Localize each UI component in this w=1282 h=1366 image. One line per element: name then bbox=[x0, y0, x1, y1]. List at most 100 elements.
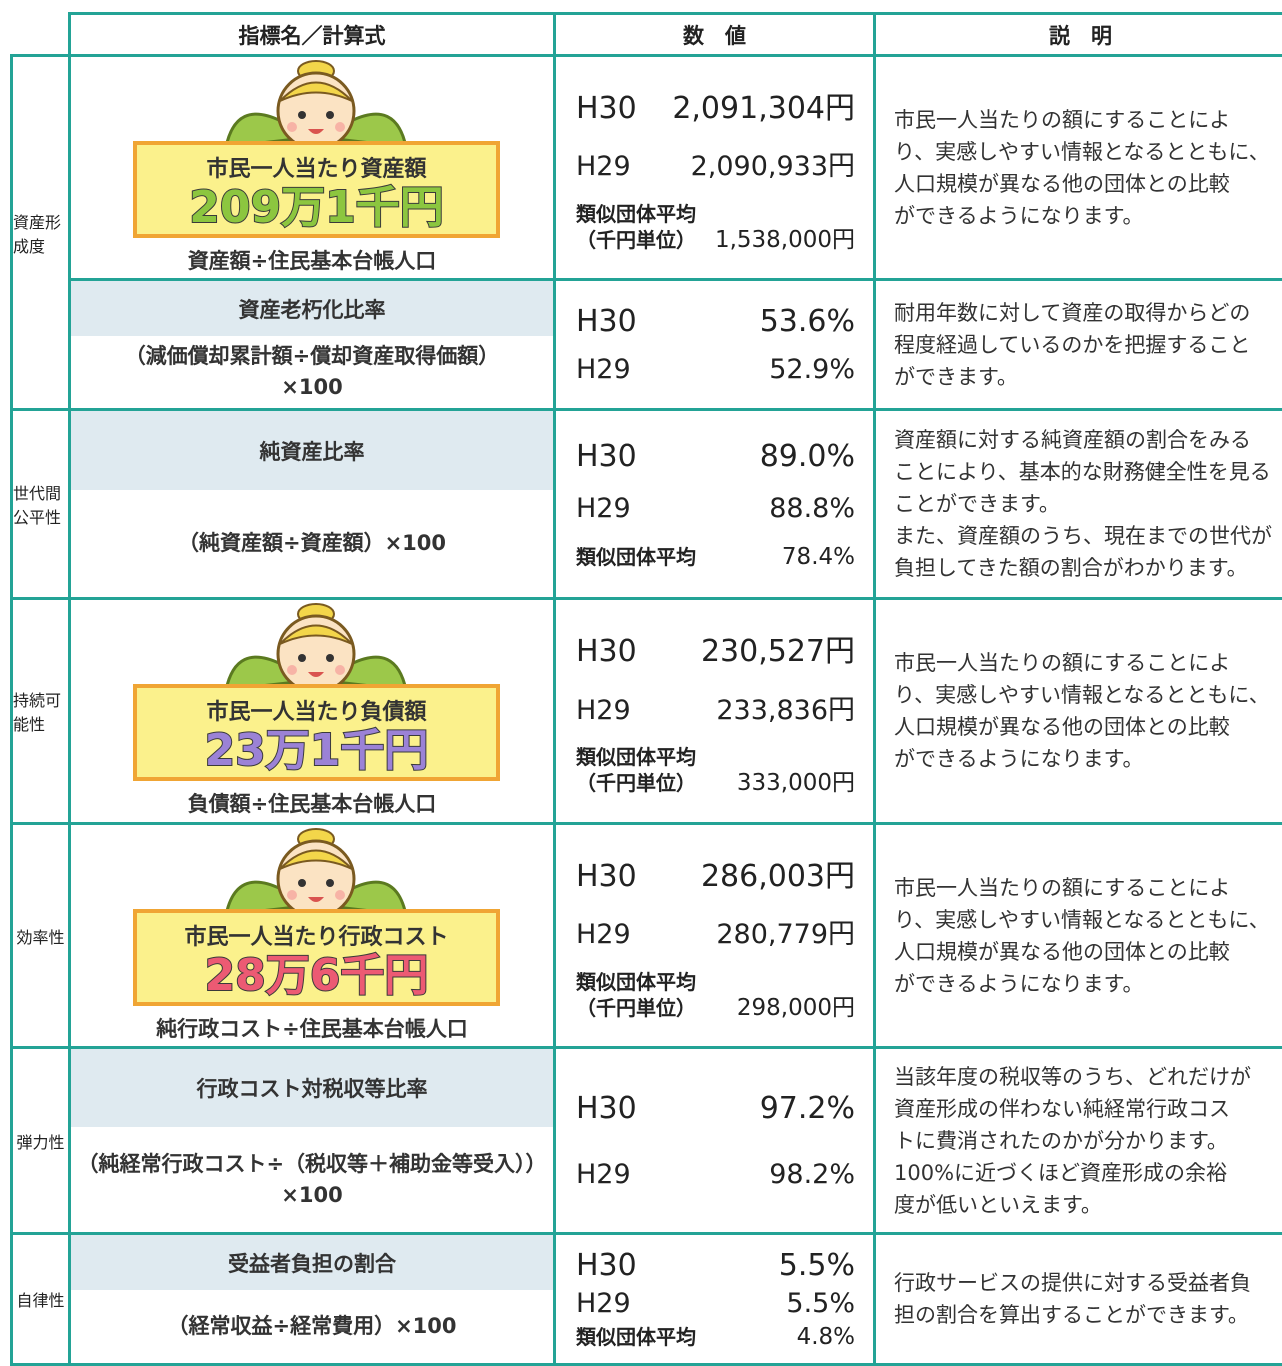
value-row: H30 53.6% bbox=[576, 304, 855, 339]
header-label: 数 値 bbox=[683, 23, 746, 48]
category-label: 自律性 bbox=[16, 1291, 65, 1310]
value: 233,836円 bbox=[716, 694, 855, 726]
value: 52.9% bbox=[769, 354, 855, 385]
description-cell: 行政サービスの提供に対する受益者負 担の割合を算出することができます。 bbox=[873, 1232, 1282, 1366]
value-row: H30 5.5% bbox=[576, 1248, 855, 1283]
card-value: 209万1千円 bbox=[188, 182, 444, 234]
value: 2,090,933円 bbox=[690, 151, 855, 182]
description-line: 100%に近づくほど資産形成の余裕 bbox=[894, 1160, 1228, 1185]
similar-row: （千円単位） 298,000円 bbox=[576, 995, 855, 1021]
year-label: H29 bbox=[576, 919, 631, 950]
similar-label: 類似団体平均 bbox=[576, 544, 696, 569]
category-label: 弾力性 bbox=[16, 1132, 65, 1152]
description-line: 市民一人当たりの額にすることによ bbox=[894, 875, 1231, 900]
similar-label: 類似団体平均 bbox=[576, 745, 696, 770]
value: 98.2% bbox=[769, 1159, 855, 1191]
description-line: ことにより、基本的な財務健全性を見る bbox=[894, 460, 1271, 484]
similar-value: 298,000円 bbox=[736, 994, 855, 1021]
category-label: 持続可能性 bbox=[13, 691, 62, 734]
value: 53.6% bbox=[759, 304, 855, 339]
description-line: 資産形成の伴わない純経常行政コス bbox=[894, 1096, 1230, 1121]
mascot bbox=[224, 828, 408, 917]
description-line: 人口規模が異なる他の団体との比較 bbox=[894, 939, 1230, 964]
category-cell: 自律性 bbox=[10, 1232, 71, 1366]
indicator-cell: 市民一人当たり行政コスト 28万6千円純行政コスト÷住民基本台帳人口 bbox=[68, 822, 556, 1049]
formula-line: （経常収益÷経常費用）×100 bbox=[167, 1314, 457, 1338]
description-line: 人口規模が異なる他の団体との比較 bbox=[894, 715, 1230, 739]
formula: 負債額÷住民基本台帳人口 bbox=[71, 788, 553, 818]
similar-value: 333,000円 bbox=[736, 770, 855, 797]
header-cell: 数 値 bbox=[553, 12, 876, 57]
formula: （純資産額÷資産額）×100 bbox=[71, 490, 553, 597]
indicator-cell: 行政コスト対税収等比率 （純経常行政コスト÷（税収等＋補助金等受入）） ×100 bbox=[68, 1046, 556, 1235]
formula: （純経常行政コスト÷（税収等＋補助金等受入）） ×100 bbox=[71, 1127, 553, 1232]
value-row: H29 98.2% bbox=[576, 1159, 855, 1190]
similar-average: 類似団体平均 4.8% bbox=[576, 1324, 855, 1350]
description-line: り、実感しやすい情報となるとともに、 bbox=[894, 907, 1270, 932]
value: 230,527円 bbox=[700, 633, 855, 669]
value: 286,003円 bbox=[700, 858, 855, 894]
year-label: H30 bbox=[576, 858, 637, 894]
year-label: H29 bbox=[576, 694, 631, 726]
card-value: 28万6千円 bbox=[204, 950, 430, 1002]
formula-line: 負債額÷住民基本台帳人口 bbox=[187, 792, 437, 816]
indicator-name: 受益者負担の割合 bbox=[71, 1235, 553, 1290]
description-line: ができます。 bbox=[894, 364, 1018, 389]
similar-average: 類似団体平均 78.4% bbox=[576, 544, 855, 570]
indicator-cell: 資産老朽化比率 （減価償却累計額÷償却資産取得価額） ×100 bbox=[68, 278, 556, 411]
similar-average: 類似団体平均 （千円単位） 298,000円 bbox=[576, 969, 855, 1021]
value-row: H29 280,779円 bbox=[576, 912, 855, 951]
similar-label: 類似団体平均 bbox=[576, 969, 696, 994]
year-label: H29 bbox=[576, 1159, 631, 1191]
year-label: H29 bbox=[576, 354, 631, 385]
value-row: H30 2,091,304円 bbox=[576, 83, 855, 127]
description-line: り、実感しやすい情報となるとともに、 bbox=[894, 139, 1270, 164]
value-row: H30 89.0% bbox=[576, 439, 855, 474]
indicator-cell: 市民一人当たり資産額 209万1千円 資産額÷住民基本台帳人口 bbox=[68, 54, 556, 281]
value: 2,091,304円 bbox=[672, 90, 855, 126]
category-cell: 持続可能性 bbox=[10, 597, 71, 825]
similar-unit: （千円単位） bbox=[576, 771, 696, 796]
category-cell: 資産形成度 bbox=[10, 54, 71, 411]
formula-line: （純資産額÷資産額）×100 bbox=[177, 531, 447, 555]
year-label: H29 bbox=[576, 493, 631, 524]
value-row: H29 5.5% bbox=[576, 1288, 855, 1319]
formula: （減価償却累計額÷償却資産取得価額） ×100 bbox=[71, 336, 553, 408]
description-cell: 当該年度の税収等のうち、どれだけが 資産形成の伴わない純経常行政コス トに費消された… bbox=[873, 1046, 1282, 1235]
formula-line: ×100 bbox=[281, 1182, 343, 1207]
value: 97.2% bbox=[759, 1090, 855, 1126]
category-label: 世代間公平性 bbox=[13, 484, 62, 527]
formula: （経常収益÷経常費用）×100 bbox=[71, 1290, 553, 1363]
description-line: ができるようになります。 bbox=[894, 203, 1144, 228]
year-label: H30 bbox=[576, 1090, 637, 1126]
category-cell: 世代間公平性 bbox=[10, 408, 71, 600]
category-cell: 弾力性 bbox=[10, 1046, 71, 1235]
description-line: 市民一人当たりの額にすることによ bbox=[894, 107, 1231, 132]
description-cell: 市民一人当たりの額にすることにより、実感しやすい情報となるとともに、 人口規模が異… bbox=[873, 822, 1282, 1049]
value-row: H29 52.9% bbox=[576, 354, 855, 385]
description-line: ができるようになります。 bbox=[894, 747, 1144, 771]
similar-label: 類似団体平均 bbox=[576, 1325, 696, 1349]
similar-row: 類似団体平均 4.8% bbox=[576, 1324, 855, 1350]
value-cell: H30 230,527円 H29 233,836円 類似団体平均 （千円単位） 333,00… bbox=[553, 597, 876, 825]
value: 280,779円 bbox=[716, 919, 855, 950]
card-title: 市民一人当たり行政コスト bbox=[184, 925, 449, 950]
description-cell: 市民一人当たりの額にすることによ り、実感しやすい情報となるとともに、 人口規模が異… bbox=[873, 54, 1282, 281]
value-cell: H30 97.2% H29 98.2% bbox=[553, 1046, 876, 1235]
indicator-name: 純資産比率 bbox=[71, 411, 553, 490]
similar-label: 類似団体平均 bbox=[576, 201, 696, 226]
value-row: H29 88.8% bbox=[576, 493, 855, 524]
year-label: H30 bbox=[576, 304, 637, 339]
year-label: H30 bbox=[576, 633, 637, 669]
category-label: 効率性 bbox=[16, 927, 65, 947]
header-label: 指標名／計算式 bbox=[238, 23, 386, 48]
formula-line: 純行政コスト÷住民基本台帳人口 bbox=[156, 1017, 468, 1041]
description-cell: 市民一人当たりの額にすることによ り、実感しやすい情報となるとともに、 人口規模が異… bbox=[873, 597, 1282, 825]
value-row: H30 286,003円 bbox=[576, 851, 855, 895]
description-line: 当該年度の税収等のうち、どれだけが bbox=[894, 1064, 1251, 1089]
description-line: ことができます。 bbox=[894, 492, 1060, 516]
category-cell: 効率性 bbox=[10, 822, 71, 1049]
value-row: H29 233,836円 bbox=[576, 688, 855, 727]
description-line: り、実感しやすい情報となるとともに、 bbox=[894, 683, 1270, 707]
similar-unit: （千円単位） bbox=[576, 227, 696, 252]
